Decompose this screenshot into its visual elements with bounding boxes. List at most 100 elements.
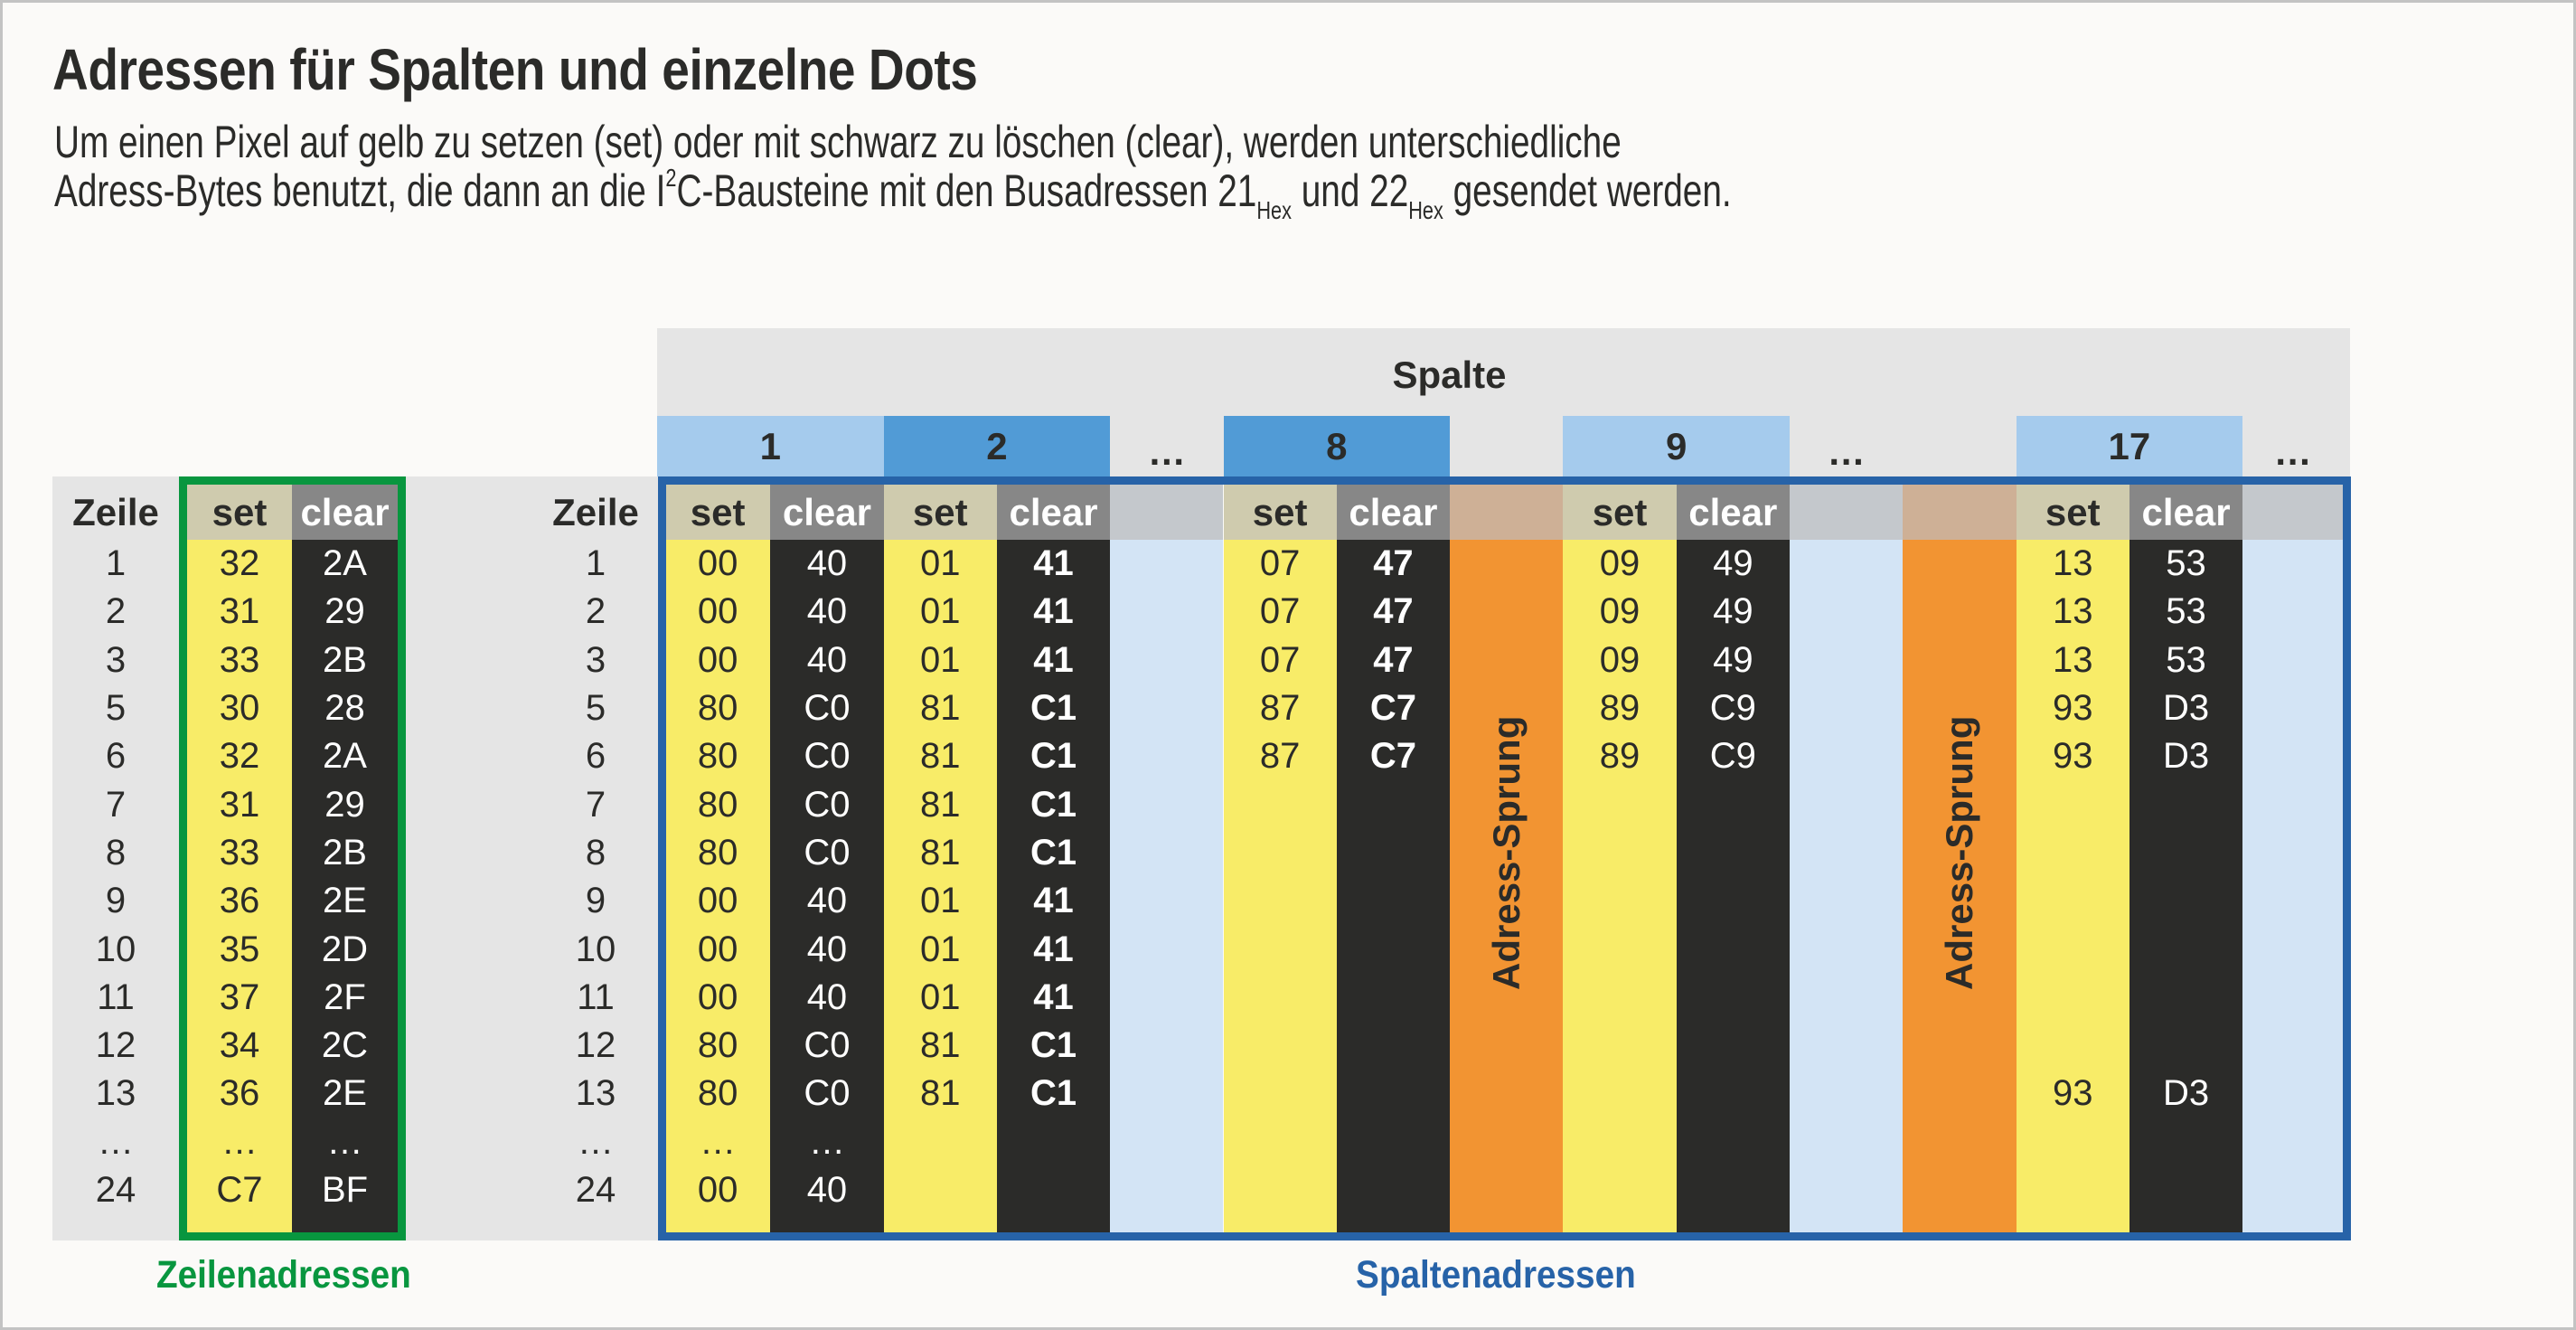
set-column-body — [1563, 540, 1677, 1232]
zeile-number: 12 — [575, 1025, 616, 1066]
set-value: 80 — [697, 1025, 738, 1066]
set-value: 87 — [1259, 688, 1301, 729]
zeile-number: 5 — [105, 688, 127, 729]
clear-header-cell — [1676, 485, 1790, 540]
clear-value: C1 — [1029, 1025, 1077, 1066]
set-value: 36 — [219, 881, 260, 921]
set-value: 09 — [1599, 639, 1641, 680]
clear-value: 2F — [324, 976, 366, 1017]
clear-header-cell — [292, 485, 398, 540]
clear-value: 40 — [806, 543, 848, 584]
set-value: … — [221, 1121, 258, 1162]
clear-value: 2E — [323, 1073, 367, 1114]
clear-column-body — [770, 540, 884, 1232]
set-column-body — [187, 540, 292, 1232]
set-value: 01 — [919, 543, 961, 584]
zeile-number: 11 — [577, 976, 615, 1017]
clear-column-body — [292, 540, 398, 1232]
column-number: 8 — [1326, 424, 1348, 467]
clear-value: C0 — [804, 1073, 851, 1114]
column-ellipsis: … — [1827, 429, 1866, 473]
set-header-cell — [2016, 485, 2129, 540]
clear-value: 2C — [321, 1025, 369, 1066]
gap-header-cell — [1790, 485, 1904, 540]
set-column-body — [2016, 540, 2129, 1232]
column-number-cell — [1563, 416, 1790, 476]
set-value: 13 — [2052, 543, 2093, 584]
set-value: 09 — [1599, 591, 1641, 632]
clear-value: D3 — [2162, 688, 2210, 729]
set-header: set — [1252, 490, 1308, 533]
set-value: 34 — [219, 1025, 260, 1066]
clear-column-body — [2129, 540, 2243, 1232]
zeile-header: Zeile — [72, 490, 159, 533]
set-column-body — [1223, 540, 1337, 1232]
clear-value: 41 — [1033, 591, 1074, 632]
set-value: 89 — [1599, 736, 1641, 777]
zeile-number: 24 — [575, 1170, 616, 1211]
jump-body — [1450, 540, 1564, 1232]
zeile-number: 6 — [105, 736, 127, 777]
clear-value: 2A — [323, 543, 367, 584]
clear-value: 41 — [1033, 543, 1074, 584]
set-value: 13 — [2052, 639, 2093, 680]
gap-body — [1110, 540, 1224, 1232]
clear-value: 29 — [324, 784, 365, 825]
clear-header: clear — [782, 490, 871, 533]
set-value: 37 — [219, 976, 260, 1017]
clear-value: C1 — [1029, 832, 1077, 873]
subtitle-text-c: und 22 — [1291, 165, 1409, 216]
clear-value: C7 — [1369, 688, 1417, 729]
zeile-number: 1 — [585, 543, 606, 584]
row-address-border — [179, 476, 406, 1240]
clear-value: C9 — [1709, 736, 1756, 777]
set-header-cell — [187, 485, 292, 540]
gap-body — [1790, 540, 1904, 1232]
set-value: 09 — [1599, 543, 1641, 584]
column-ellipsis: … — [2273, 429, 2312, 473]
set-value: 81 — [919, 784, 961, 825]
set-value: 80 — [697, 736, 738, 777]
clear-header: clear — [1349, 490, 1438, 533]
clear-value: BF — [321, 1170, 369, 1211]
clear-value: 40 — [806, 881, 848, 921]
clear-value: C1 — [1029, 1073, 1077, 1114]
set-value: 01 — [919, 929, 961, 969]
set-value: 01 — [919, 639, 961, 680]
set-header: set — [1592, 490, 1648, 533]
clear-value: C7 — [1369, 736, 1417, 777]
set-value: 00 — [697, 639, 738, 680]
spaltenadressen-label: Spaltenadressen — [1356, 1253, 1636, 1297]
clear-column-body — [996, 540, 1111, 1232]
clear-value: 53 — [2166, 591, 2206, 632]
zeile-number: 10 — [95, 929, 136, 969]
gap-body — [2242, 540, 2343, 1232]
clear-value: C0 — [804, 1025, 851, 1066]
set-value: 81 — [919, 832, 961, 873]
hex-subscript-1: Hex — [1256, 196, 1292, 224]
set-value: 00 — [697, 591, 738, 632]
set-value: 13 — [2052, 591, 2093, 632]
clear-value: C9 — [1709, 688, 1756, 729]
set-value: 07 — [1259, 639, 1301, 680]
set-value: 89 — [1599, 688, 1641, 729]
set-column-body — [665, 540, 771, 1232]
set-header-cell — [1563, 485, 1677, 540]
hex-subscript-2: Hex — [1408, 196, 1443, 224]
subtitle-line-2: Adress-Bytes benutzt, die dann an die I2… — [54, 165, 1732, 225]
set-value: 32 — [219, 736, 260, 777]
subtitle-text-a: Adress-Bytes benutzt, die dann an die I — [54, 165, 666, 216]
zeile-number: … — [578, 1121, 614, 1162]
superscript-2: 2 — [665, 164, 677, 192]
zeile-number: 12 — [95, 1025, 136, 1066]
column-number: 1 — [759, 424, 781, 467]
set-column-body — [883, 540, 997, 1232]
zeile-number: 13 — [95, 1073, 136, 1114]
clear-value: D3 — [2162, 736, 2210, 777]
clear-value: C0 — [804, 688, 851, 729]
set-value: 33 — [219, 832, 260, 873]
column-address-border — [658, 476, 2351, 1240]
clear-value: 40 — [806, 591, 848, 632]
clear-header: clear — [1688, 490, 1778, 533]
clear-value: … — [326, 1121, 363, 1162]
